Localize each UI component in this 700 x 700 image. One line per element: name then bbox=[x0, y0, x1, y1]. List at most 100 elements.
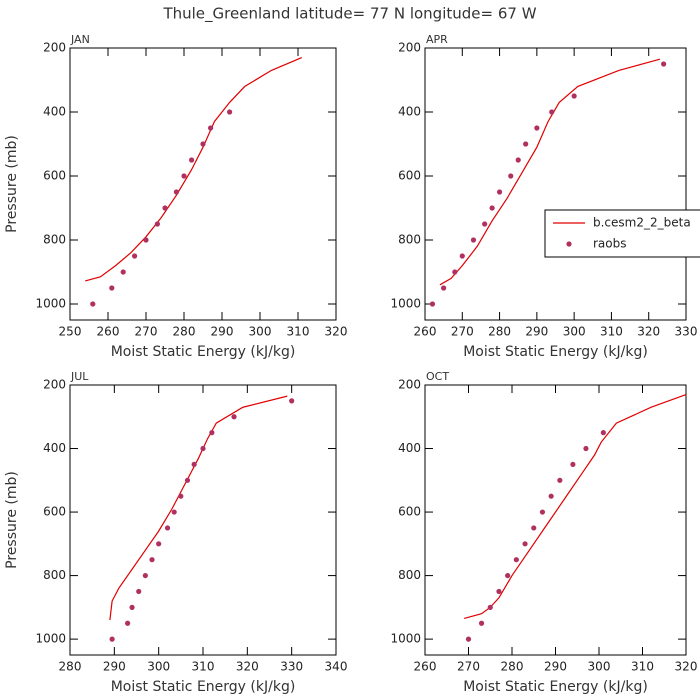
raob-point bbox=[120, 269, 126, 275]
y-tick-label: 400 bbox=[43, 441, 66, 455]
raob-point bbox=[191, 461, 197, 468]
y-tick-label: 200 bbox=[398, 378, 421, 392]
raob-point bbox=[515, 157, 521, 163]
model-line bbox=[85, 57, 303, 282]
y-tick-label: 600 bbox=[43, 169, 66, 183]
y-tick-label: 200 bbox=[43, 41, 66, 55]
x-tick-label: 340 bbox=[325, 660, 348, 674]
x-tick-label: 270 bbox=[457, 660, 480, 674]
x-tick-label: 310 bbox=[631, 660, 654, 674]
raob-point bbox=[289, 398, 295, 404]
y-axis-label: Pressure (mb) bbox=[4, 471, 20, 569]
x-tick-label: 320 bbox=[236, 660, 259, 674]
x-tick-label: 290 bbox=[103, 660, 126, 674]
y-tick-label: 800 bbox=[398, 233, 421, 247]
x-tick-label: 310 bbox=[192, 660, 215, 674]
x-tick-label: 270 bbox=[451, 325, 474, 339]
legend-label: b.cesm2_2_beta bbox=[593, 216, 691, 230]
x-tick-label: 280 bbox=[173, 325, 196, 339]
x-tick-label: 290 bbox=[544, 660, 567, 674]
x-tick-label: 270 bbox=[135, 325, 158, 339]
chart-title: Thule_Greenland latitude= 77 N longitude… bbox=[162, 5, 536, 24]
raob-point bbox=[523, 141, 529, 147]
plot-frame bbox=[69, 47, 337, 321]
y-tick-label: 1000 bbox=[390, 297, 421, 311]
x-tick-label: 280 bbox=[59, 660, 82, 674]
raob-point bbox=[109, 636, 115, 642]
x-axis-label: Moist Static Energy (kJ/kg) bbox=[463, 679, 648, 695]
panel-title: OCT bbox=[426, 370, 449, 383]
raob-point bbox=[171, 509, 177, 515]
y-tick-label: 600 bbox=[43, 505, 66, 519]
panel-title: JAN bbox=[70, 33, 90, 46]
x-tick-label: 300 bbox=[563, 325, 586, 339]
x-tick-label: 290 bbox=[211, 325, 234, 339]
raob-point bbox=[173, 189, 179, 195]
y-tick-label: 600 bbox=[398, 505, 421, 519]
raob-point bbox=[181, 173, 187, 179]
raob-point bbox=[534, 125, 540, 131]
x-tick-label: 250 bbox=[59, 325, 82, 339]
raob-point bbox=[549, 109, 555, 115]
raob-point bbox=[583, 445, 589, 452]
model-line bbox=[109, 395, 288, 621]
raob-point bbox=[505, 572, 511, 579]
raob-point bbox=[109, 285, 115, 291]
raob-point bbox=[531, 525, 537, 531]
raob-point bbox=[600, 430, 606, 436]
x-tick-label: 310 bbox=[287, 325, 310, 339]
raob-point bbox=[208, 125, 214, 131]
x-tick-label: 330 bbox=[280, 660, 303, 674]
raob-point bbox=[184, 477, 191, 483]
y-tick-label: 800 bbox=[43, 568, 66, 582]
raob-point bbox=[489, 205, 495, 211]
legend-swatch bbox=[566, 241, 572, 247]
raob-point bbox=[570, 461, 576, 468]
panel-title: JUL bbox=[70, 370, 89, 383]
y-tick-label: 1000 bbox=[35, 297, 66, 311]
raob-point bbox=[470, 237, 477, 243]
raob-point bbox=[441, 285, 447, 291]
y-tick-label: 400 bbox=[398, 441, 421, 455]
panel-title: APR bbox=[426, 33, 448, 46]
y-tick-label: 800 bbox=[398, 568, 421, 582]
x-tick-label: 300 bbox=[249, 325, 272, 339]
raob-point bbox=[125, 620, 131, 626]
raob-point bbox=[508, 173, 514, 179]
raob-point bbox=[178, 493, 184, 499]
raob-point bbox=[231, 414, 237, 420]
raob-point bbox=[227, 109, 233, 115]
x-axis-label: Moist Static Energy (kJ/kg) bbox=[111, 679, 296, 695]
y-tick-label: 600 bbox=[398, 169, 421, 183]
plot-frame bbox=[424, 384, 687, 656]
raob-point bbox=[132, 253, 138, 259]
raob-point bbox=[209, 430, 215, 436]
raob-point bbox=[465, 636, 472, 642]
model-line bbox=[463, 393, 687, 620]
x-tick-label: 320 bbox=[325, 325, 348, 339]
raob-point bbox=[154, 221, 160, 227]
raob-point bbox=[496, 189, 503, 195]
x-tick-label: 310 bbox=[600, 325, 623, 339]
raob-point bbox=[661, 61, 667, 67]
raob-point bbox=[129, 604, 135, 610]
y-tick-label: 200 bbox=[398, 41, 421, 55]
raob-point bbox=[189, 157, 195, 163]
x-axis-label: Moist Static Energy (kJ/kg) bbox=[463, 344, 648, 360]
raob-point bbox=[142, 572, 148, 579]
x-tick-label: 300 bbox=[147, 660, 170, 674]
raob-point bbox=[200, 141, 206, 147]
plot-frame bbox=[69, 384, 337, 656]
x-tick-label: 280 bbox=[488, 325, 511, 339]
x-axis-label: Moist Static Energy (kJ/kg) bbox=[111, 344, 296, 360]
raob-point bbox=[513, 557, 519, 563]
model-line bbox=[439, 58, 661, 286]
x-tick-label: 260 bbox=[414, 660, 437, 674]
raob-point bbox=[143, 237, 149, 243]
legend-label: raobs bbox=[593, 237, 627, 251]
raob-point bbox=[557, 477, 563, 483]
raob-point bbox=[162, 205, 168, 211]
y-tick-label: 800 bbox=[43, 233, 66, 247]
raob-point bbox=[478, 620, 485, 626]
